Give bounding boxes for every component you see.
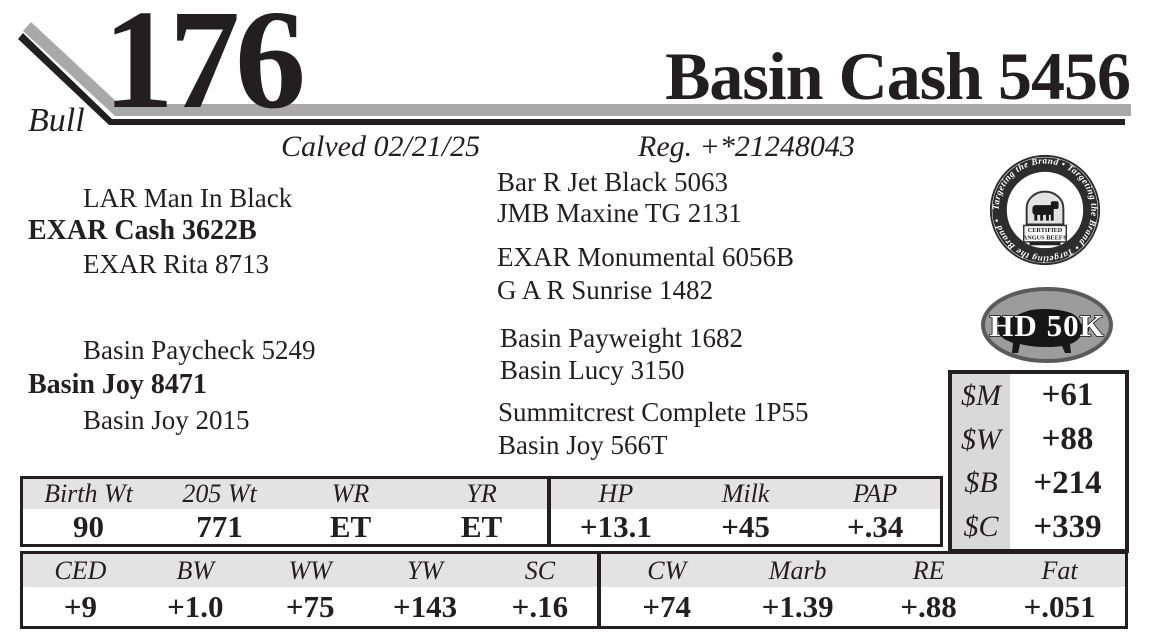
value-cell: +13.1 [579,508,652,544]
cab-ring-band [992,157,1098,263]
value-cell: ET [329,508,372,544]
dollar-value: +214 [1033,464,1102,501]
pedigree-ancestor: JMB Maxine TG 2131 [497,198,742,228]
pedigree-ancestor: Basin Lucy 3150 [500,355,685,385]
dollar-value: +61 [1041,377,1094,414]
header-rule-decoration [18,22,1131,125]
dollar-row: $W +88 [952,417,1125,462]
column-header: YR [466,479,497,508]
pedigree-ancestor: Basin Joy 566T [498,430,668,460]
epd-value-row: +9 +1.0 +75 +143 +.16 +74 +1.39 +.88 +.0… [23,587,1125,626]
dollar-row: $C +339 [952,505,1125,549]
value-cell: +.34 [846,508,904,544]
column-header: WR [331,479,370,508]
pedigree-sire-of-sire: LAR Man In Black [83,183,293,213]
column-header: CW [647,555,687,585]
pedigree-dam: Basin Joy 8471 [28,369,207,400]
cab-angus-beef-text: ANGUS BEEF® [1023,234,1068,241]
column-header: Milk [721,479,770,508]
pedigree-ancestor: Bar R Jet Black 5063 [497,167,728,197]
pedigree-dam-of-sire: EXAR Rita 8713 [83,249,269,279]
column-header: CED [54,555,107,585]
epd-table: CED BW WW YW SC CW Marb RE Fat +9 +1.0 +… [20,551,1128,629]
value-cell: +143 [392,588,458,624]
column-header: HP [598,479,634,508]
column-header: PAP [853,479,898,508]
epd-header-row: CED BW WW YW SC CW Marb RE Fat [23,554,1125,587]
cab-cow-icon [1032,201,1059,221]
value-cell: +.88 [900,588,957,624]
pedigree-ancestor: G A R Sunrise 1482 [497,275,714,305]
hd50k-badge: HD 50K [981,287,1113,363]
pedigree-ancestor: EXAR Monumental 6056B [497,242,794,272]
calved-date: Calved 02/21/25 [281,130,481,163]
column-header: Fat [1041,555,1078,585]
column-header: YW [406,555,444,585]
dollar-value: +339 [1033,508,1102,545]
value-cell: +45 [721,508,770,544]
dollar-label: $W [952,417,1010,462]
cab-certified-text: CERTIFIED [1028,227,1063,234]
value-cell: +1.0 [167,588,224,624]
performance-header-row: Birth Wt 205 Wt WR YR HP Milk PAP [23,479,940,509]
value-cell: +1.39 [761,588,834,624]
pedigree-sire-of-dam: Basin Paycheck 5249 [83,335,316,365]
lot-number: 176 [103,0,306,138]
performance-value-row: 90 771 ET ET +13.1 +45 +.34 [23,509,940,544]
value-cell: ET [460,508,503,544]
column-header: Marb [768,555,827,585]
dollar-label: $M [952,374,1010,418]
pedigree-ancestor: Summitcrest Complete 1P55 [498,397,809,427]
dollar-row: $M +61 [952,374,1125,418]
column-header: Birth Wt [44,479,133,508]
certified-angus-beef-badge: Targeting the Brand • Targeting the Bran… [989,154,1101,266]
column-header: BW [176,555,215,585]
dollar-value: +88 [1041,421,1094,458]
animal-name: Basin Cash 5456 [665,38,1131,114]
value-cell: 90 [73,508,104,544]
registration-number: Reg. +*21248043 [638,130,855,163]
column-header: 205 Wt [182,479,257,508]
dollar-index-box: $M +61 $W +88 $B +214 $C +339 [948,370,1129,553]
value-cell: 771 [196,508,243,544]
pedigree-ancestor: Basin Payweight 1682 [500,323,743,353]
dollar-row: $B +214 [952,461,1125,506]
sex-label: Bull [28,102,85,139]
value-cell: +.051 [1023,588,1096,624]
value-cell: +74 [642,588,692,624]
performance-table: Birth Wt 205 Wt WR YR HP Milk PAP 90 771… [20,476,943,547]
hd50k-label: HD 50K [989,308,1104,343]
pedigree-sire: EXAR Cash 3622B [28,215,257,246]
value-cell: +.16 [511,588,569,624]
value-cell: +9 [63,588,98,624]
dollar-label: $B [952,461,1010,506]
cab-banner [1023,224,1067,243]
column-header: RE [912,555,945,585]
cab-banner-bar [1029,241,1061,246]
hd50k-bull-silhouette [993,308,1089,353]
value-cell: +75 [285,588,335,624]
dollar-label: $C [952,505,1010,549]
column-header: WW [288,555,332,585]
pedigree-dam-of-dam: Basin Joy 2015 [83,405,250,435]
column-header: SC [524,555,556,585]
